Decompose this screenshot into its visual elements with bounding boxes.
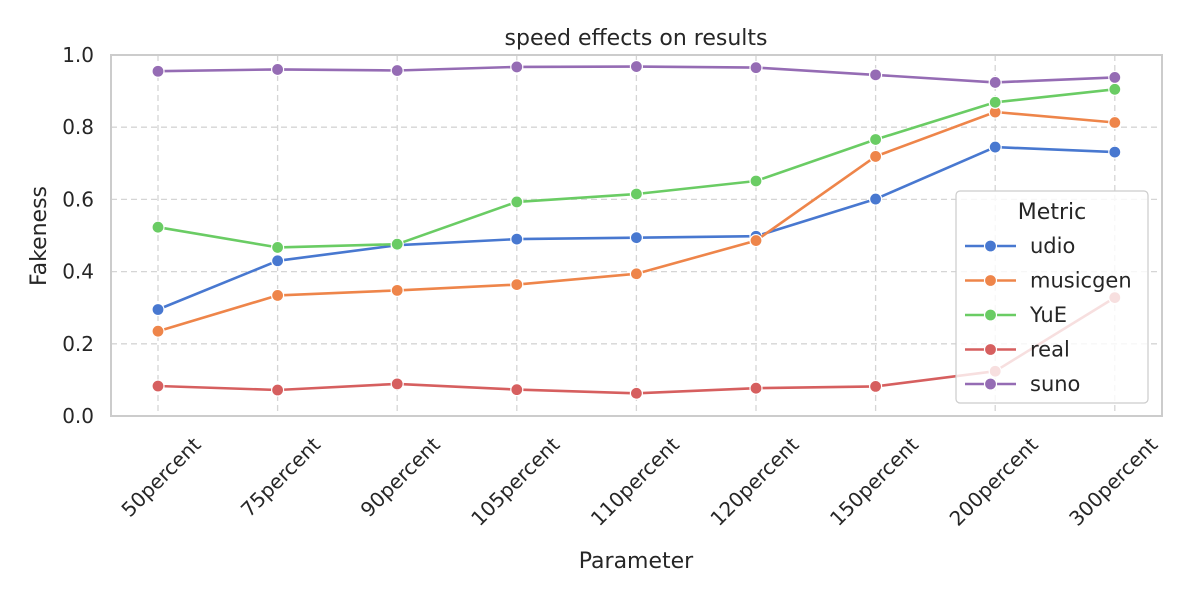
- data-point: [629, 267, 644, 281]
- data-point: [1108, 145, 1122, 159]
- data-point: [151, 220, 165, 234]
- legend-label: real: [1030, 338, 1070, 362]
- legend-label: udio: [1030, 234, 1075, 258]
- data-point: [510, 232, 524, 246]
- x-tick-label: 200percent: [945, 432, 1043, 530]
- data-point: [629, 187, 644, 201]
- legend-marker: [983, 377, 998, 391]
- data-point: [390, 283, 404, 297]
- legend-label: musicgen: [1030, 269, 1132, 293]
- data-point: [629, 231, 644, 245]
- x-tick-label: 150percent: [825, 432, 923, 530]
- legend-item-real: real: [965, 338, 1070, 362]
- data-point: [868, 149, 883, 164]
- legend-item-musicgen: musicgen: [965, 269, 1132, 293]
- data-point: [988, 140, 1002, 154]
- x-tick-label: 90percent: [356, 432, 445, 521]
- x-tick-label: 300percent: [1064, 432, 1162, 530]
- data-point: [868, 132, 883, 147]
- legend-marker: [983, 273, 998, 288]
- legend-label: suno: [1030, 372, 1080, 396]
- y-tick-label: 1.0: [62, 43, 94, 67]
- data-point: [390, 237, 404, 251]
- y-tick-labels: 0.0 0.2 0.4 0.6 0.8 1.0: [62, 43, 94, 428]
- data-point: [510, 60, 524, 74]
- legend-title: Metric: [1018, 200, 1086, 225]
- legend-label: YuE: [1029, 303, 1067, 327]
- data-point: [749, 61, 763, 75]
- data-point: [749, 381, 763, 395]
- x-tick-label: 105percent: [466, 432, 564, 530]
- data-point: [868, 68, 883, 82]
- data-point: [510, 383, 524, 397]
- data-point: [271, 288, 285, 303]
- legend-item-udio: udio: [965, 234, 1075, 258]
- data-point: [390, 63, 404, 78]
- legend-item-suno: suno: [965, 372, 1080, 396]
- data-point: [151, 64, 165, 78]
- data-point: [151, 324, 165, 338]
- series-YuE: [151, 82, 1122, 255]
- legend-item-YuE: YuE: [965, 303, 1067, 327]
- data-point: [629, 59, 644, 74]
- y-axis-title: Fakeness: [27, 186, 52, 286]
- data-point: [271, 240, 285, 255]
- data-point: [1108, 115, 1122, 130]
- data-point: [510, 195, 524, 209]
- x-tick-label: 75percent: [236, 432, 325, 521]
- series-suno: [151, 59, 1122, 90]
- data-point: [629, 386, 644, 400]
- y-tick-label: 0.4: [62, 260, 94, 284]
- x-tick-label: 50percent: [116, 432, 205, 521]
- data-point: [749, 233, 763, 248]
- data-point: [271, 62, 285, 77]
- data-point: [988, 95, 1002, 109]
- x-tick-labels: 50percent 75percent 90percent 105percent 110…: [116, 432, 1162, 530]
- data-point: [868, 379, 883, 393]
- y-tick-label: 0.6: [62, 187, 94, 211]
- y-tick-label: 0.0: [62, 404, 94, 428]
- data-point: [1108, 82, 1122, 96]
- x-tick-label: 120percent: [705, 432, 803, 530]
- legend-marker: [983, 342, 998, 357]
- chart-title: speed effects on results: [505, 26, 768, 51]
- x-axis-title: Parameter: [579, 549, 694, 574]
- data-point: [151, 302, 165, 317]
- data-point: [271, 383, 285, 397]
- data-point: [868, 192, 883, 206]
- data-point: [151, 379, 165, 393]
- data-point: [1108, 70, 1122, 84]
- data-point: [271, 254, 285, 268]
- plot-frame: [110, 54, 1163, 417]
- legend-marker: [983, 239, 998, 253]
- legend: Metric udio musicgen YuE real suno: [955, 190, 1149, 404]
- series-musicgen: [151, 105, 1122, 338]
- x-tick-label: 110percent: [586, 432, 684, 530]
- y-tick-label: 0.2: [62, 332, 94, 356]
- data-point: [510, 277, 524, 292]
- y-tick-label: 0.8: [62, 115, 94, 139]
- data-point: [749, 174, 763, 188]
- data-point: [390, 377, 404, 391]
- data-point: [988, 75, 1002, 90]
- legend-marker: [983, 308, 998, 322]
